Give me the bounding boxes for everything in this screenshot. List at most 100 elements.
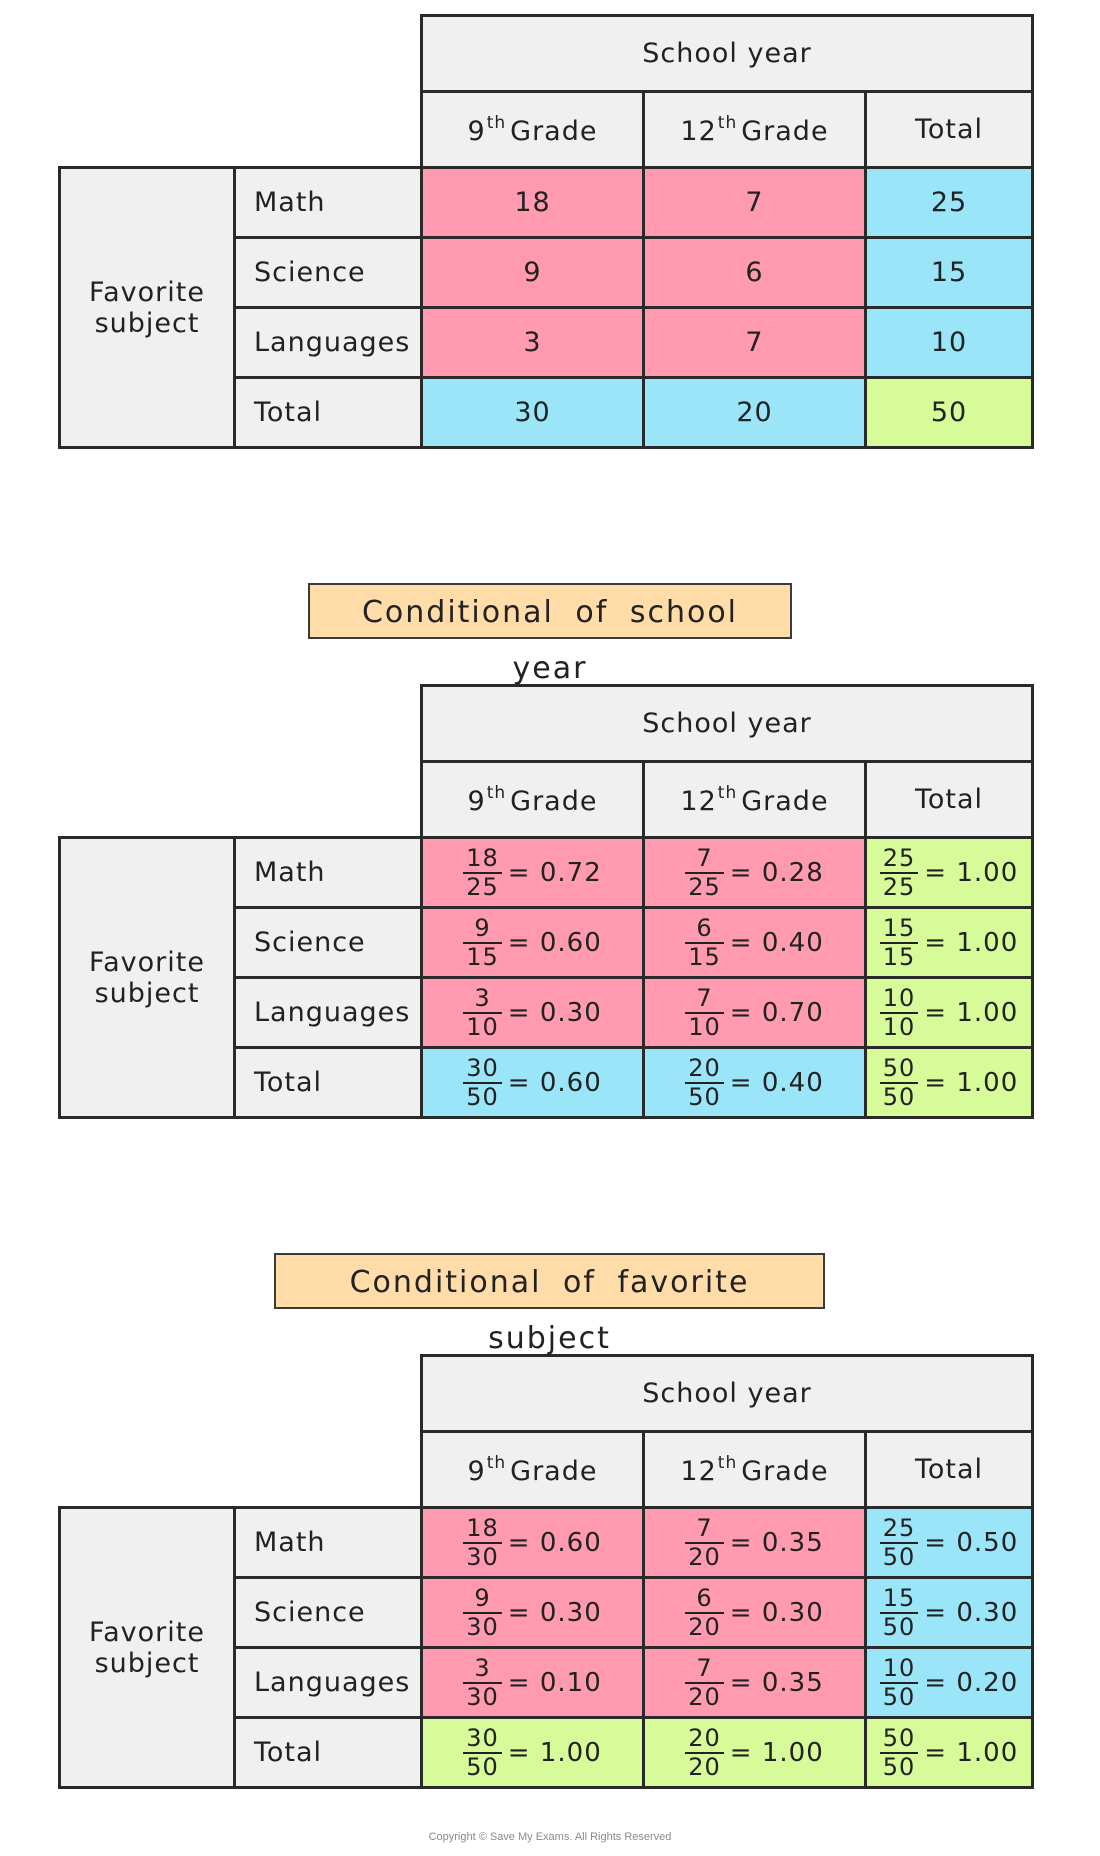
cell-science-grade12: 6 20 = 0.30 (642, 1576, 867, 1649)
decimal-value: = 0.40 (729, 1067, 824, 1098)
numerator: 7 (685, 984, 724, 1014)
denominator: 50 (466, 1082, 499, 1111)
decimal-value: = 0.28 (729, 857, 824, 888)
row-label-languages: Languages (233, 976, 423, 1049)
cell-science-grade12: 6 (642, 236, 867, 309)
fraction: 10 50 (879, 1654, 919, 1711)
fraction: 9 30 (463, 1584, 502, 1641)
decimal-value: = 0.60 (507, 927, 602, 958)
numerator: 9 (463, 1584, 502, 1614)
denominator: 10 (466, 1012, 499, 1041)
cell-math-grade9: 18 30 = 0.60 (420, 1506, 645, 1579)
decimal-value: = 0.30 (924, 1597, 1019, 1628)
cell-total-grade9: 30 (420, 376, 645, 449)
cell-languages-grade12: 7 10 = 0.70 (642, 976, 867, 1049)
grade-12-number: 12 (680, 785, 717, 817)
fraction: 50 50 (879, 1724, 919, 1781)
denominator: 25 (466, 872, 499, 901)
fraction: 15 15 (879, 914, 919, 971)
fraction: 30 50 (463, 1054, 502, 1111)
grade-12-header: 12th Grade (642, 1430, 867, 1509)
cell-science-total: 15 (864, 236, 1034, 309)
total-column-header: Total (864, 1430, 1034, 1509)
numerator: 15 (879, 1584, 919, 1614)
fraction: 7 25 (685, 844, 724, 901)
row-label-total: Total (233, 376, 423, 449)
row-label-math: Math (233, 1506, 423, 1579)
school-year-header: School year (420, 684, 1034, 763)
total-column-header: Total (864, 90, 1034, 169)
numerator: 25 (879, 1514, 919, 1544)
decimal-value: = 0.35 (729, 1667, 824, 1698)
cell-total-grade12: 20 50 = 0.40 (642, 1046, 867, 1119)
cell-languages-total: 10 10 = 1.00 (864, 976, 1034, 1049)
decimal-value: = 0.30 (507, 1597, 602, 1628)
cell-science-grade9: 9 15 = 0.60 (420, 906, 645, 979)
denominator: 50 (882, 1542, 916, 1571)
fraction: 25 25 (879, 844, 919, 901)
grade-9-number: 9 (467, 785, 486, 817)
grade-9-number: 9 (467, 1455, 486, 1487)
fraction: 15 50 (879, 1584, 919, 1641)
cell-languages-total: 10 50 = 0.20 (864, 1646, 1034, 1719)
numerator: 18 (463, 1514, 502, 1544)
cell-grand-total: 50 50 = 1.00 (864, 1046, 1034, 1119)
cell-math-grade12: 7 25 = 0.28 (642, 836, 867, 909)
favorite-subject-label-line2: subject (94, 977, 200, 1009)
denominator: 15 (466, 942, 499, 971)
favorite-subject-label-line2: subject (94, 1647, 200, 1679)
grade-9-suffix: th (486, 1452, 507, 1473)
grade-12-header: 12th Grade (642, 90, 867, 169)
grade-12-label: Grade (741, 115, 829, 147)
decimal-value: = 0.30 (729, 1597, 824, 1628)
total-column-header: Total (864, 760, 1034, 839)
grade-9-number: 9 (467, 115, 486, 147)
fraction: 10 10 (879, 984, 919, 1041)
decimal-value: = 0.70 (729, 997, 824, 1028)
denominator: 20 (688, 1542, 721, 1571)
cell-total-grade12: 20 (642, 376, 867, 449)
cell-grand-total: 50 (864, 376, 1034, 449)
cell-languages-grade9: 3 30 = 0.10 (420, 1646, 645, 1719)
two-way-table-school-year-conditional: School year 9th Grade 12th Grade Total Fav… (58, 684, 1034, 1119)
denominator: 50 (882, 1612, 916, 1641)
grade-12-suffix: th (717, 112, 738, 133)
cell-math-grade9: 18 (420, 166, 645, 239)
numerator: 30 (463, 1724, 502, 1754)
banner-conditional-school-year: Conditional of school year (308, 583, 792, 686)
decimal-value: = 0.10 (507, 1667, 602, 1698)
denominator: 10 (882, 1012, 916, 1041)
decimal-value: = 1.00 (507, 1737, 602, 1768)
denominator: 10 (688, 1012, 721, 1041)
numerator: 10 (879, 984, 919, 1014)
school-year-header: School year (420, 1354, 1034, 1433)
numerator: 25 (879, 844, 919, 874)
fraction: 18 30 (463, 1514, 502, 1571)
fraction: 20 50 (685, 1054, 724, 1111)
numerator: 3 (463, 1654, 502, 1684)
decimal-value: = 0.20 (924, 1667, 1019, 1698)
favorite-subject-label: Favorite subject (58, 836, 236, 1119)
grade-12-suffix: th (717, 1452, 738, 1473)
denominator: 15 (882, 942, 916, 971)
fraction: 6 20 (685, 1584, 724, 1641)
cell-languages-grade9: 3 (420, 306, 645, 379)
row-label-total: Total (233, 1716, 423, 1789)
favorite-subject-label: Favorite subject (58, 1506, 236, 1789)
decimal-value: = 0.40 (729, 927, 824, 958)
denominator: 50 (882, 1752, 916, 1781)
grade-9-label: Grade (510, 115, 598, 147)
numerator: 50 (879, 1724, 919, 1754)
denominator: 50 (466, 1752, 499, 1781)
denominator: 20 (688, 1612, 721, 1641)
numerator: 7 (685, 1654, 724, 1684)
grade-9-suffix: th (486, 112, 507, 133)
decimal-value: = 1.00 (924, 997, 1019, 1028)
decimal-value: = 1.00 (729, 1737, 824, 1768)
denominator: 15 (688, 942, 721, 971)
numerator: 10 (879, 1654, 919, 1684)
grade-12-number: 12 (680, 1455, 717, 1487)
cell-science-total: 15 15 = 1.00 (864, 906, 1034, 979)
banner-conditional-favorite-subject: Conditional of favorite subject (274, 1253, 825, 1356)
cell-math-total: 25 25 = 1.00 (864, 836, 1034, 909)
